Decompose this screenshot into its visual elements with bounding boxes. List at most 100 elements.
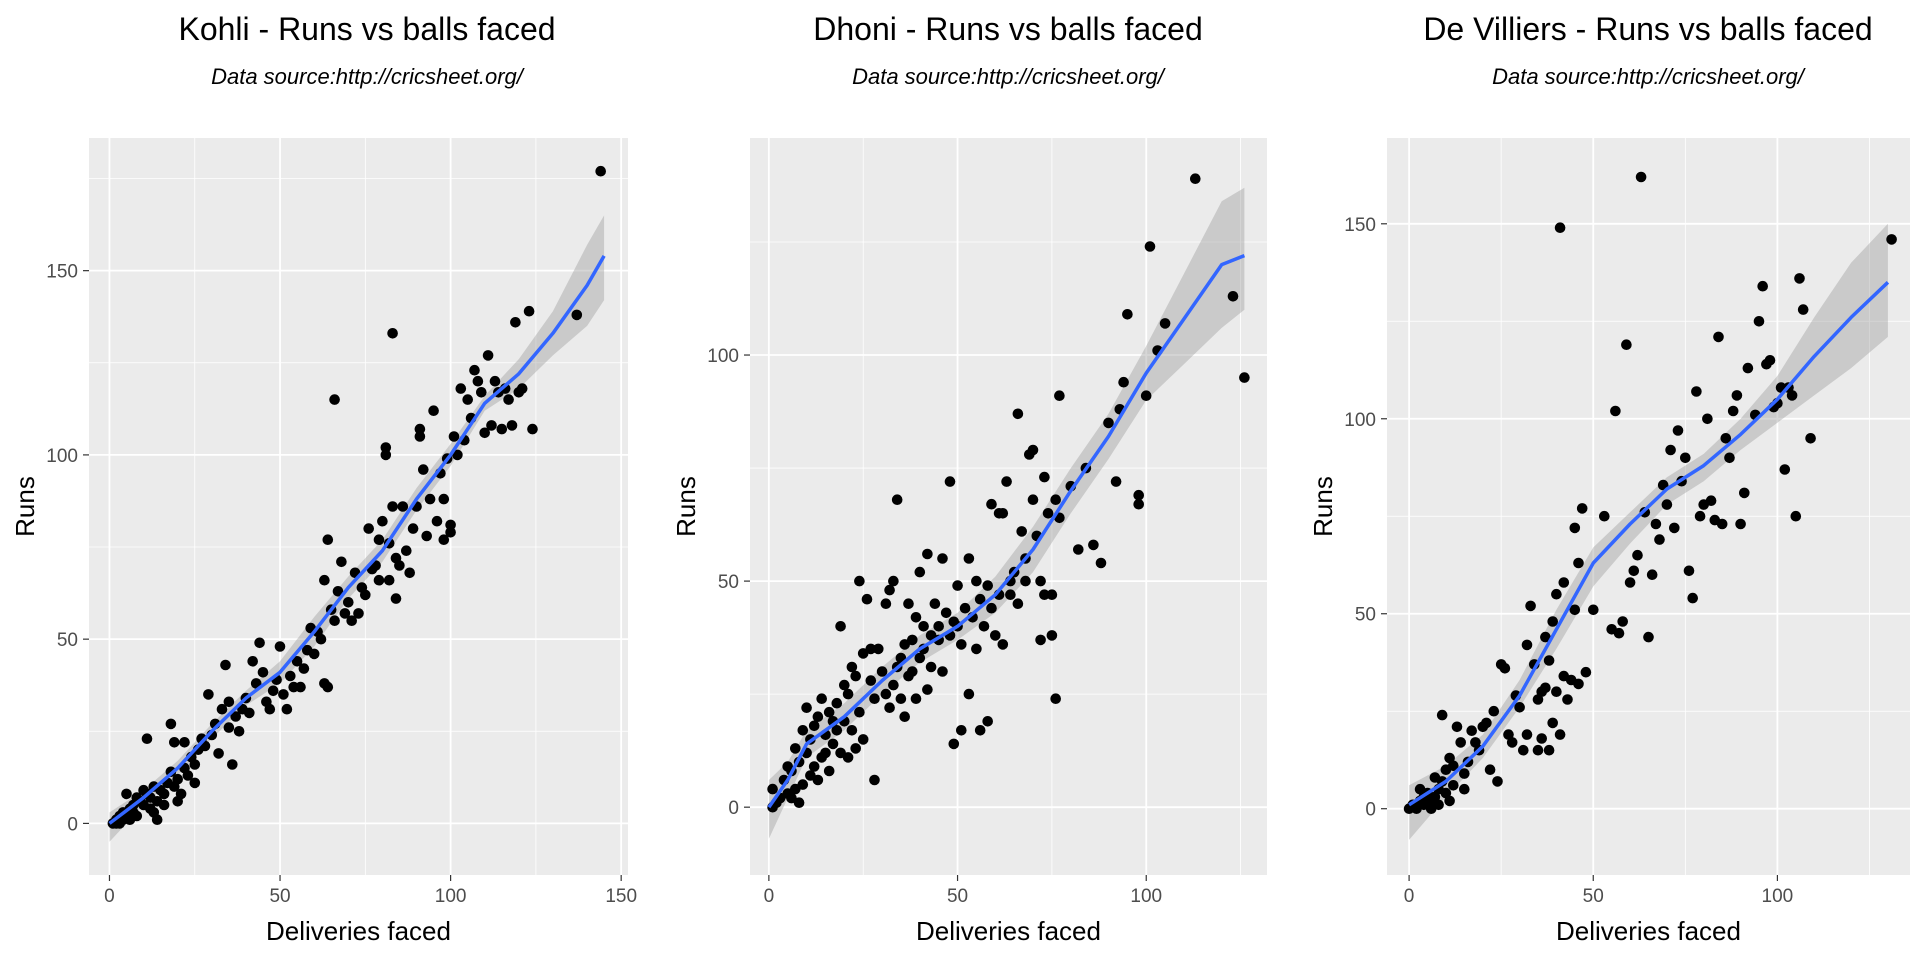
smooth-line xyxy=(1408,281,1890,807)
data-point xyxy=(854,706,865,718)
data-point xyxy=(1536,733,1547,744)
data-point xyxy=(230,711,241,722)
data-point xyxy=(1492,776,1503,787)
data-point xyxy=(227,759,238,770)
data-point xyxy=(1742,362,1754,374)
data-point xyxy=(220,659,231,671)
chart-title: De Villiers - Runs vs balls faced xyxy=(1423,11,1872,47)
confidence-band xyxy=(109,215,605,842)
x-tick-label: 100 xyxy=(1762,886,1794,907)
data-point xyxy=(823,765,835,777)
data-point xyxy=(397,501,409,512)
data-point xyxy=(861,593,873,605)
data-point xyxy=(346,615,358,626)
data-point xyxy=(424,493,436,505)
data-point xyxy=(956,639,967,650)
x-tick-label: 0 xyxy=(1404,886,1415,907)
data-point xyxy=(974,725,986,736)
data-point xyxy=(1669,522,1680,534)
data-point xyxy=(1035,575,1046,587)
data-point xyxy=(414,431,426,442)
data-point xyxy=(254,637,265,649)
data-point xyxy=(1551,686,1562,697)
data-point xyxy=(1433,799,1444,811)
data-point xyxy=(1532,744,1544,756)
y-tick-label: 150 xyxy=(46,262,78,283)
data-point xyxy=(503,394,514,405)
data-point xyxy=(786,792,797,804)
data-point xyxy=(1540,631,1551,643)
data-point xyxy=(1543,744,1555,756)
data-point xyxy=(233,726,245,737)
data-point xyxy=(223,696,235,708)
data-point xyxy=(1050,693,1061,704)
data-point xyxy=(169,737,180,748)
data-point xyxy=(907,634,918,646)
data-point xyxy=(903,598,914,609)
data-point xyxy=(808,761,820,772)
data-point xyxy=(971,575,982,587)
y-tick-label: 100 xyxy=(1344,410,1376,431)
y-tick-label: 0 xyxy=(67,814,78,835)
data-point xyxy=(1569,604,1581,616)
data-point xyxy=(523,305,535,317)
data-point xyxy=(835,621,846,632)
data-point xyxy=(151,814,163,825)
data-point xyxy=(907,666,918,677)
data-point xyxy=(873,643,884,655)
data-point xyxy=(865,643,877,655)
data-point xyxy=(850,743,861,754)
data-point xyxy=(933,621,944,632)
data-point xyxy=(380,449,392,461)
data-point xyxy=(489,375,501,387)
data-point xyxy=(380,442,392,453)
data-point xyxy=(1731,390,1743,401)
data-point xyxy=(1448,780,1459,791)
data-point xyxy=(956,725,967,736)
data-point xyxy=(390,593,402,604)
data-point xyxy=(1573,557,1584,569)
data-point xyxy=(1042,508,1054,519)
data-point xyxy=(948,738,960,750)
data-point xyxy=(857,734,869,745)
data-point xyxy=(876,666,888,677)
data-point xyxy=(1039,471,1050,483)
data-point xyxy=(1103,417,1114,429)
x-axis-label: Deliveries faced xyxy=(1556,916,1741,946)
data-point xyxy=(1159,318,1171,329)
data-point xyxy=(865,675,877,686)
data-point xyxy=(1054,390,1065,402)
x-tick-label: 100 xyxy=(435,886,467,907)
data-point xyxy=(820,747,831,759)
data-point xyxy=(1133,498,1144,510)
data-point xyxy=(482,350,494,361)
data-point xyxy=(1702,413,1713,425)
data-point xyxy=(914,652,926,664)
data-point xyxy=(990,630,1001,641)
data-point xyxy=(377,515,388,527)
data-point xyxy=(353,608,364,619)
data-point xyxy=(1599,510,1610,522)
data-point xyxy=(1035,634,1046,646)
data-point xyxy=(1724,452,1735,464)
data-point xyxy=(869,693,880,704)
data-point xyxy=(1239,372,1250,383)
data-point xyxy=(1543,655,1555,666)
data-point xyxy=(428,405,439,417)
data-point xyxy=(812,774,824,786)
data-point xyxy=(394,560,405,571)
chart-panel-1: 0 50 100 150 0 50 100 150 Deliveries faced Runs Ko… xyxy=(10,11,637,946)
data-point xyxy=(1459,783,1470,795)
data-point xyxy=(888,575,899,587)
data-point xyxy=(383,574,395,586)
data-point xyxy=(363,523,375,534)
data-point xyxy=(571,309,583,321)
y-tick-label: 50 xyxy=(718,572,739,593)
x-tick-label: 50 xyxy=(1583,886,1604,907)
data-point xyxy=(1016,526,1027,537)
data-point xyxy=(1705,495,1717,507)
data-point xyxy=(1786,390,1798,401)
x-tick-label: 0 xyxy=(764,886,775,907)
data-point xyxy=(888,679,899,691)
